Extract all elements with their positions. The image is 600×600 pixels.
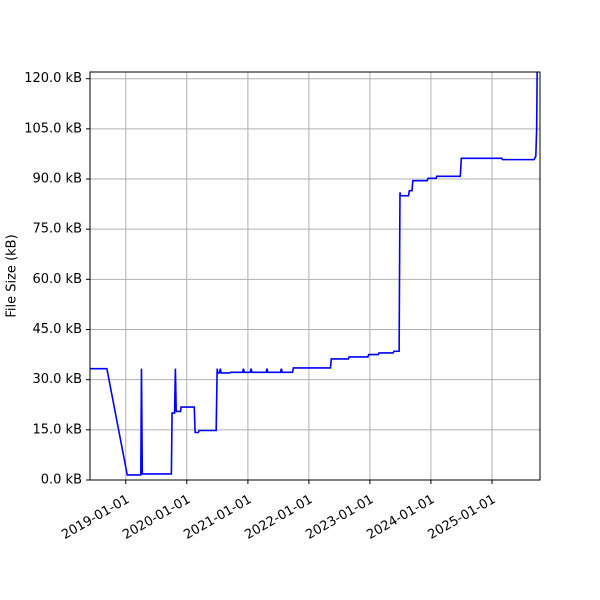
y-tick-label: 105.0 kB bbox=[24, 121, 82, 136]
x-tick-label: 2022-01-01 bbox=[242, 492, 315, 543]
y-tick-label: 90.0 kB bbox=[32, 172, 82, 187]
y-axis: 0.0 kB 15.0 kB 30.0 kB 45.0 kB 60.0 kB 75.0 k… bbox=[24, 71, 90, 488]
y-tick-label: 60.0 kB bbox=[32, 272, 82, 287]
y-axis-label: File Size (kB) bbox=[5, 234, 20, 317]
plot-frame bbox=[89, 71, 541, 481]
series-line bbox=[90, 71, 538, 476]
x-tick-label: 2021-01-01 bbox=[181, 492, 254, 543]
x-tick-label: 2019-01-01 bbox=[59, 492, 132, 543]
y-tick-label: 75.0 kB bbox=[32, 222, 82, 237]
x-axis: 2019-01-012020-01-012021-01-012022-01-01… bbox=[59, 480, 498, 543]
y-tick-label: 45.0 kB bbox=[32, 322, 82, 337]
y-tick-label: 30.0 kB bbox=[32, 372, 82, 387]
grid bbox=[90, 72, 540, 481]
x-tick-label: 2023-01-01 bbox=[303, 492, 376, 543]
x-tick-label: 2024-01-01 bbox=[364, 492, 437, 543]
series-layer bbox=[90, 71, 538, 476]
x-tick-label: 2020-01-01 bbox=[120, 492, 193, 543]
y-tick-label: 120.0 kB bbox=[24, 71, 82, 86]
y-tick-label: 0.0 kB bbox=[41, 473, 82, 488]
y-tick-label: 15.0 kB bbox=[32, 422, 82, 437]
x-tick-label: 2025-01-01 bbox=[426, 492, 499, 543]
